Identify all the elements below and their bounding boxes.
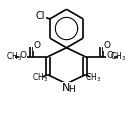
Text: N: N [62,83,71,93]
Text: H: H [68,85,75,94]
Text: CH$_3$: CH$_3$ [6,50,23,63]
Text: O: O [106,51,113,60]
Text: O: O [20,51,27,60]
Text: Cl: Cl [36,11,45,21]
Text: O: O [104,41,111,50]
Text: CH$_3$: CH$_3$ [32,72,48,84]
Text: O: O [34,41,41,50]
Text: CH$_3$: CH$_3$ [110,50,127,63]
Text: CH$_3$: CH$_3$ [85,72,101,84]
